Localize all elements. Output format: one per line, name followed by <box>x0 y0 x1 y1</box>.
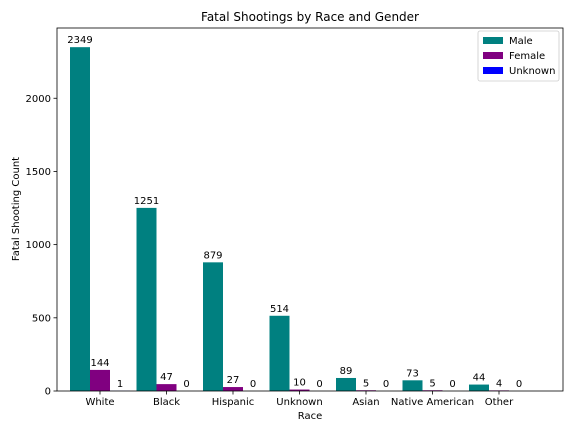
data-label-male-other: 44 <box>473 373 486 384</box>
y-axis: 0 500 1000 1500 2000 <box>26 94 57 398</box>
x-tick-label: Black <box>153 397 180 408</box>
data-label-female-native-american: 5 <box>429 378 435 389</box>
data-label-unknown-native-american: 0 <box>449 379 455 390</box>
y-axis-label: Fatal Shooting Count <box>11 157 22 261</box>
bar-female-white <box>90 369 110 391</box>
data-label-unknown-black: 0 <box>183 379 189 390</box>
data-label-male-hispanic: 879 <box>203 250 222 261</box>
bar-male-white <box>70 47 90 392</box>
legend-swatch-female <box>483 52 503 59</box>
data-label-male-unknown: 514 <box>270 304 289 315</box>
x-axis: White Black Hispanic Unknown Asian Native Ame… <box>85 391 514 408</box>
data-label-unknown-white: 1 <box>117 379 123 390</box>
bar-male-native-american <box>402 380 423 391</box>
y-tick-label: 1500 <box>26 167 51 178</box>
bars-layer <box>70 47 509 392</box>
legend: Male Female Unknown <box>477 30 560 82</box>
plot-frame <box>56 27 564 392</box>
data-label-female-unknown: 10 <box>293 378 306 389</box>
data-label-female-asian: 5 <box>363 378 369 389</box>
x-tick-label: Native American <box>391 397 474 408</box>
chart-title: Fatal Shootings by Race and Gender <box>201 10 419 24</box>
y-tick-label: 500 <box>32 313 51 324</box>
data-label-female-white: 144 <box>90 358 109 369</box>
data-label-female-black: 47 <box>160 372 173 383</box>
bar-female-black <box>156 384 177 391</box>
y-tick-label: 0 <box>45 387 51 398</box>
x-tick-label: White <box>85 397 114 408</box>
y-tick-label: 1000 <box>26 240 51 251</box>
data-label-unknown-other: 0 <box>516 379 522 390</box>
data-label-male-asian: 89 <box>340 366 353 377</box>
x-tick-label: Unknown <box>276 397 322 408</box>
data-label-female-other: 4 <box>496 378 502 389</box>
legend-label-female: Female <box>509 51 545 62</box>
bar-female-unknown <box>289 389 310 391</box>
data-label-male-black: 1251 <box>134 196 159 207</box>
legend-label-unknown: Unknown <box>509 66 555 77</box>
legend-label-male: Male <box>509 36 533 47</box>
data-label-male-native-american: 73 <box>406 368 419 379</box>
bar-male-unknown <box>269 315 290 391</box>
x-tick-label: Hispanic <box>212 397 255 408</box>
data-label-female-hispanic: 27 <box>227 375 240 386</box>
x-tick-label: Other <box>485 397 514 408</box>
data-label-unknown-hispanic: 0 <box>250 379 256 390</box>
legend-swatch-unknown <box>483 67 503 74</box>
bar-male-black <box>136 207 157 391</box>
bar-male-asian <box>336 377 356 391</box>
x-tick-label: Asian <box>352 397 379 408</box>
data-label-unknown-unknown: 0 <box>316 379 322 390</box>
y-tick-label: 2000 <box>26 94 51 105</box>
x-axis-label: Race <box>298 411 323 422</box>
legend-swatch-male <box>483 37 503 44</box>
data-label-unknown-asian: 0 <box>383 379 389 390</box>
bar-female-hispanic <box>223 387 243 391</box>
bar-male-hispanic <box>203 262 223 391</box>
bar-male-other <box>469 384 489 391</box>
data-label-male-white: 2349 <box>67 35 92 46</box>
